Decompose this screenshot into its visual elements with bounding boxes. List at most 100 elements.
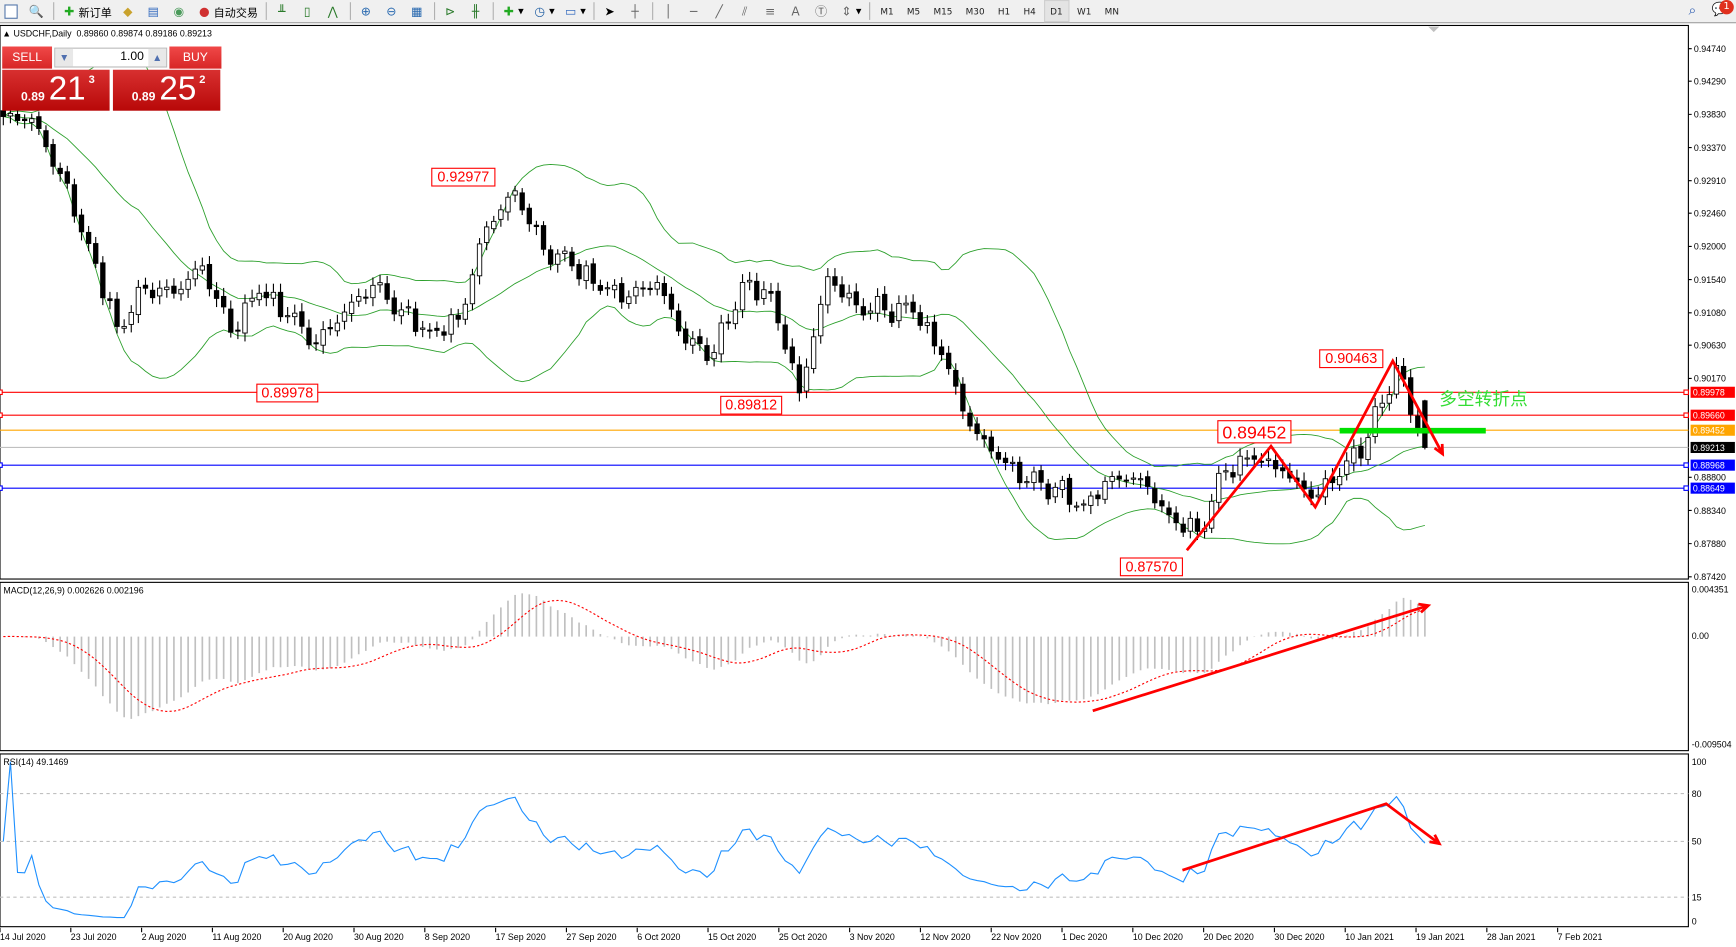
- bullish-candle: [356, 296, 362, 302]
- macd-divergence-arrow: [1092, 604, 1429, 713]
- text-label-button[interactable]: Ⓣ: [811, 1, 834, 21]
- bearish-candle: [619, 283, 625, 303]
- timeframe-m15[interactable]: M15: [933, 6, 953, 17]
- bearish-candle: [839, 284, 845, 298]
- periods-button[interactable]: ◷ ▾: [534, 3, 555, 19]
- autoscroll-button[interactable]: ╫: [465, 1, 488, 21]
- bearish-candle: [704, 345, 710, 361]
- equidistant-channel-button[interactable]: ⫽: [734, 1, 757, 21]
- bearish-candle: [974, 423, 980, 435]
- bullish-candle: [292, 312, 298, 318]
- macd-title: MACD(12,26,9) 0.002626 0.002196: [3, 585, 144, 596]
- text-button[interactable]: A: [785, 1, 808, 21]
- timeframe-m30[interactable]: M30: [965, 6, 985, 17]
- date-tick-label: 14 Jul 2020: [0, 932, 46, 942]
- signals-button[interactable]: ◉: [168, 1, 191, 21]
- bullish-candle: [512, 190, 518, 196]
- lot-decrease-icon[interactable]: ▼: [55, 48, 74, 67]
- bullish-candle: [626, 296, 632, 304]
- macd-axis-label: 0.004351: [1692, 584, 1729, 594]
- market-watch-button[interactable]: [1, 1, 23, 21]
- timeframe-h4[interactable]: H4: [1023, 6, 1036, 17]
- bearish-candle: [171, 285, 177, 294]
- bullish-candle: [1223, 470, 1229, 473]
- chart-shift-button[interactable]: ⊳: [440, 1, 463, 21]
- bollinger-upper-band: [3, 48, 1425, 468]
- crosshair-button[interactable]: ┼: [625, 1, 648, 21]
- bearish-candle: [263, 291, 269, 299]
- macd-signal-line: [3, 599, 1426, 712]
- bullish-candle: [604, 287, 611, 290]
- lot-size-stepper[interactable]: ▼ 1.00 ▲: [54, 47, 168, 68]
- sell-button[interactable]: SELL: [2, 46, 53, 69]
- search-icon[interactable]: ⌕: [1688, 1, 1697, 18]
- bearish-candle: [1180, 523, 1186, 533]
- bearish-candle: [938, 346, 945, 356]
- bearish-candle: [597, 285, 604, 291]
- candlestick-button[interactable]: ▯: [297, 1, 320, 21]
- bullish-candle: [377, 282, 383, 286]
- bullish-candle: [1081, 503, 1087, 506]
- date-tick-label: 17 Sep 2020: [496, 932, 546, 942]
- bullish-candle: [718, 322, 724, 355]
- text-label-icon: Ⓣ: [814, 3, 828, 19]
- bar-chart-button[interactable]: ╨: [271, 1, 294, 21]
- horizontal-line-icon: ─: [690, 3, 698, 19]
- chart-shift-marker: [1428, 26, 1440, 33]
- zoom-in-button[interactable]: ⊕: [355, 1, 378, 21]
- horizontal-line-button[interactable]: ─: [683, 1, 706, 21]
- trendline-button[interactable]: ╱: [709, 1, 732, 21]
- timeframe-h1[interactable]: H1: [997, 6, 1011, 17]
- navigator-button[interactable]: 🔍: [25, 1, 48, 21]
- vertical-line-button[interactable]: │: [658, 1, 681, 21]
- toolbar-separator: [652, 2, 654, 20]
- templates-button[interactable]: ▭ ▾: [565, 3, 586, 19]
- timeframe-m5[interactable]: M5: [906, 6, 921, 17]
- level-handle: [0, 412, 3, 418]
- bearish-candle: [327, 327, 333, 330]
- bearish-candle: [1230, 472, 1236, 478]
- buy-price-button[interactable]: 0.89 25 2: [112, 69, 221, 111]
- price-tick-label: 0.94740: [1694, 44, 1726, 54]
- rsi-line: [2, 761, 1426, 919]
- tile-windows-button[interactable]: ▦: [406, 1, 429, 21]
- timeframe-w1[interactable]: W1: [1077, 6, 1092, 17]
- arrows-button[interactable]: ⇕ ▾: [836, 1, 865, 21]
- price-annotation-box: [1119, 557, 1183, 577]
- bar-chart-icon: ╨: [278, 3, 286, 19]
- date-tick-label: 10 Dec 2020: [1133, 932, 1183, 942]
- bearish-candle: [647, 287, 653, 291]
- date-tick-label: 27 Sep 2020: [566, 932, 616, 942]
- bearish-candle: [697, 336, 703, 344]
- auto-trading-button[interactable]: ● 自动交易: [194, 1, 262, 21]
- timeframe-mn[interactable]: MN: [1104, 6, 1119, 17]
- bearish-candle: [725, 321, 731, 324]
- timeframe-d1[interactable]: D1: [1043, 0, 1070, 23]
- cursor-button[interactable]: ➤: [599, 1, 622, 21]
- fibonacci-button[interactable]: ≡: [760, 1, 783, 21]
- level-price-tag-label: 0.88649: [1693, 483, 1725, 493]
- lot-size-value[interactable]: 1.00: [120, 49, 144, 64]
- bearish-candle: [391, 297, 397, 315]
- notifications-button[interactable]: 💬 1: [1712, 0, 1734, 19]
- indicators-button[interactable]: ✚ ▾: [498, 1, 527, 21]
- lot-increase-icon[interactable]: ▲: [148, 48, 167, 67]
- date-tick-label: 2 Aug 2020: [142, 932, 187, 942]
- timeframe-m1[interactable]: M1: [880, 6, 894, 17]
- zoom-out-button[interactable]: ⊖: [381, 1, 404, 21]
- rsi-axis-label: 15: [1692, 893, 1702, 903]
- sell-price-button[interactable]: 0.89 21 3: [2, 69, 110, 111]
- price-annotation-box: [431, 167, 496, 187]
- terminal-button[interactable]: ▤: [143, 1, 166, 21]
- new-order-button[interactable]: ✚ 新订单: [59, 1, 115, 21]
- metaeditor-button[interactable]: ◆: [117, 1, 140, 21]
- date-tick-label: 28 Jan 2021: [1487, 932, 1536, 942]
- chart-title: ▲ USDCHF,Daily 0.89860 0.89874 0.89186 0…: [2, 28, 212, 39]
- bullish-candle: [7, 112, 14, 117]
- bollinger-middle-band: [3, 114, 1425, 502]
- bearish-candle: [14, 113, 21, 121]
- level-price-tag-label: 0.89213: [1693, 443, 1725, 453]
- line-chart-button[interactable]: ⋀: [322, 1, 345, 21]
- chart-area[interactable]: 0.94740 0.94290 0.93830 0.93370 0.92910 0.924…: [0, 23, 1736, 946]
- buy-button[interactable]: BUY: [169, 46, 222, 69]
